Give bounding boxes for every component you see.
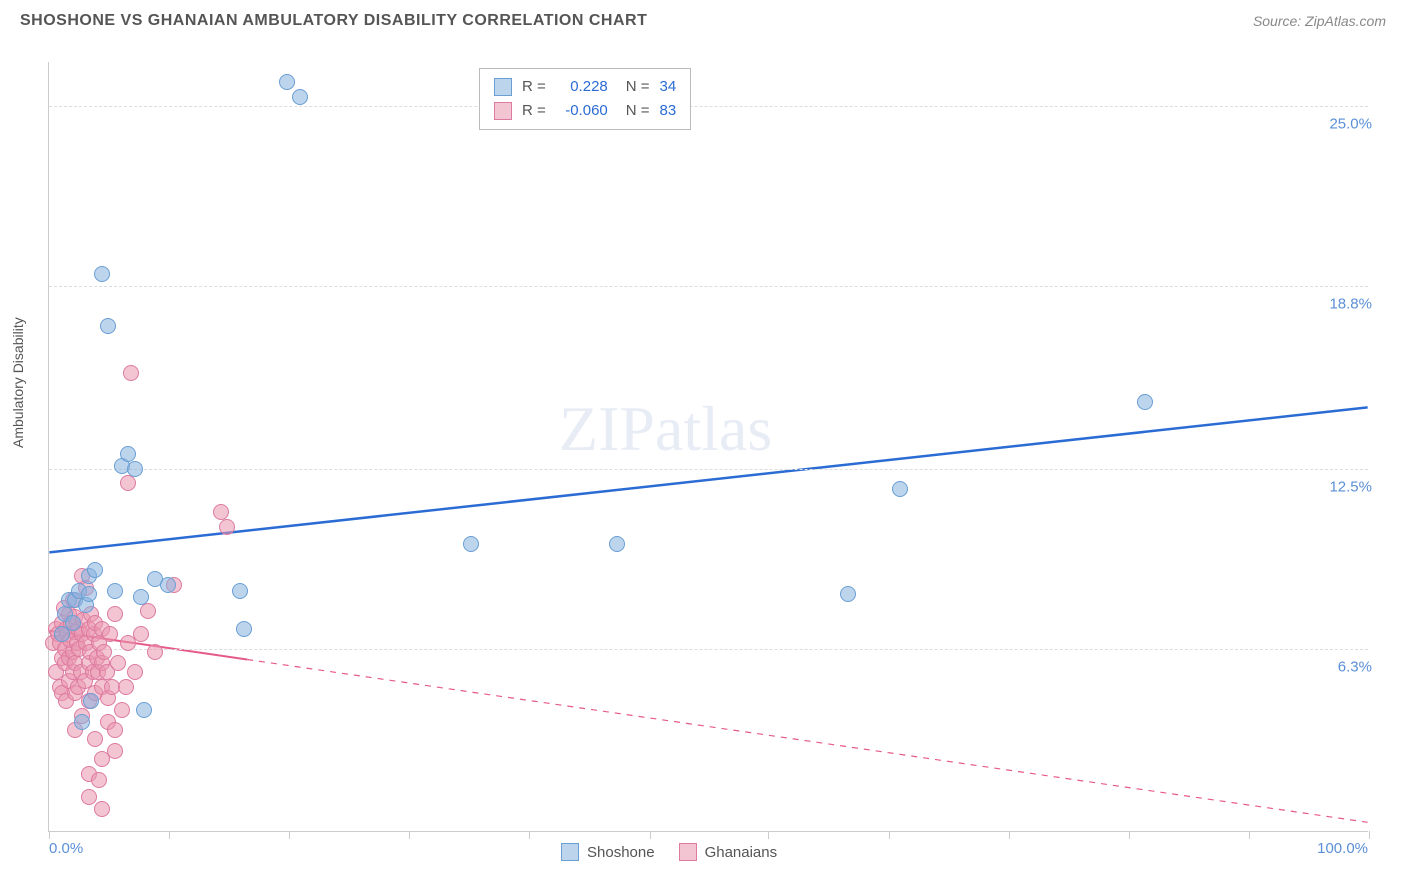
legend-r-label: R = (522, 75, 546, 99)
data-point (609, 536, 625, 552)
data-point (133, 626, 149, 642)
watermark: ZIPatlas (559, 392, 772, 466)
data-point (236, 621, 252, 637)
chart-title: SHOSHONE VS GHANAIAN AMBULATORY DISABILI… (20, 12, 647, 30)
legend-series-item: Shoshone (561, 843, 655, 861)
data-point (96, 644, 112, 660)
x-tick (409, 831, 410, 839)
data-point (463, 536, 479, 552)
data-point (136, 702, 152, 718)
legend-series-label: Shoshone (587, 844, 655, 861)
data-point (74, 714, 90, 730)
data-point (110, 655, 126, 671)
legend-r-value: -0.060 (556, 99, 608, 123)
data-point (83, 693, 99, 709)
data-point (160, 577, 176, 593)
chart-source: Source: ZipAtlas.com (1253, 13, 1386, 29)
data-point (123, 365, 139, 381)
data-point (840, 586, 856, 602)
data-point (94, 266, 110, 282)
legend-swatch (561, 843, 579, 861)
data-point (219, 519, 235, 535)
legend-swatch (679, 843, 697, 861)
grid-line (49, 106, 1368, 107)
y-axis-title: Ambulatory Disability (10, 317, 26, 448)
x-tick (1009, 831, 1010, 839)
data-point (1137, 394, 1153, 410)
x-tick (889, 831, 890, 839)
x-tick (768, 831, 769, 839)
data-point (107, 722, 123, 738)
data-point (114, 702, 130, 718)
y-tick-label: 18.8% (1329, 295, 1372, 312)
trend-line-ghanaians-dashed (247, 659, 1368, 822)
legend-r-label: R = (522, 99, 546, 123)
legend-n-label: N = (626, 75, 650, 99)
data-point (100, 318, 116, 334)
data-point (87, 731, 103, 747)
data-point (107, 743, 123, 759)
chart-plot-area: ZIPatlas 6.3%12.5%18.8%25.0%0.0%100.0%R … (48, 62, 1368, 832)
data-point (292, 89, 308, 105)
data-point (232, 583, 248, 599)
data-point (127, 664, 143, 680)
data-point (133, 589, 149, 605)
legend-swatch (494, 78, 512, 96)
legend-n-label: N = (626, 99, 650, 123)
grid-line (49, 649, 1368, 650)
legend-stats: R = 0.228 N = 34 R = -0.060 N = 83 (479, 68, 691, 130)
data-point (147, 644, 163, 660)
data-point (91, 772, 107, 788)
data-point (65, 615, 81, 631)
data-point (107, 583, 123, 599)
legend-stats-row: R = -0.060 N = 83 (494, 99, 676, 123)
data-point (120, 475, 136, 491)
x-axis-max-label: 100.0% (1317, 840, 1368, 857)
x-tick (1129, 831, 1130, 839)
data-point (94, 801, 110, 817)
legend-swatch (494, 102, 512, 120)
legend-stats-row: R = 0.228 N = 34 (494, 75, 676, 99)
x-tick (1369, 831, 1370, 839)
data-point (102, 626, 118, 642)
legend-r-value: 0.228 (556, 75, 608, 99)
data-point (127, 461, 143, 477)
legend-n-value: 34 (660, 75, 677, 99)
x-tick (650, 831, 651, 839)
x-tick (289, 831, 290, 839)
legend-series-label: Ghanaians (705, 844, 778, 861)
data-point (87, 562, 103, 578)
chart-header: SHOSHONE VS GHANAIAN AMBULATORY DISABILI… (0, 0, 1406, 38)
data-point (81, 789, 97, 805)
data-point (279, 74, 295, 90)
trend-line-shoshone (49, 407, 1367, 552)
data-point (140, 603, 156, 619)
trend-lines-svg (49, 62, 1368, 831)
y-tick-label: 12.5% (1329, 478, 1372, 495)
data-point (81, 586, 97, 602)
x-axis-min-label: 0.0% (49, 840, 83, 857)
y-tick-label: 25.0% (1329, 115, 1372, 132)
x-tick (1249, 831, 1250, 839)
grid-line (49, 469, 1368, 470)
y-tick-label: 6.3% (1338, 658, 1372, 675)
x-tick (49, 831, 50, 839)
legend-series-item: Ghanaians (679, 843, 778, 861)
x-tick (529, 831, 530, 839)
legend-series: Shoshone Ghanaians (561, 843, 777, 861)
x-tick (169, 831, 170, 839)
grid-line (49, 286, 1368, 287)
data-point (118, 679, 134, 695)
legend-n-value: 83 (660, 99, 677, 123)
data-point (107, 606, 123, 622)
data-point (892, 481, 908, 497)
